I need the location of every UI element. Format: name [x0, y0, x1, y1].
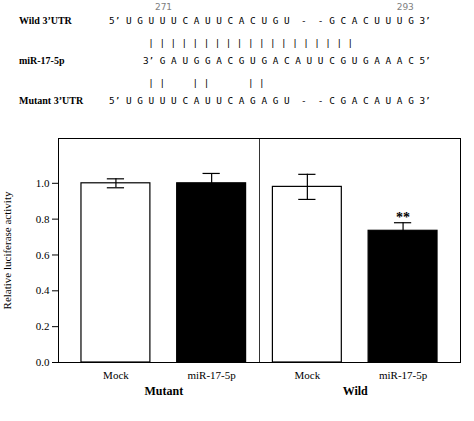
- html-text:293: 293: [396, 2, 414, 12]
- svg-text:Mock: Mock: [103, 369, 129, 381]
- svg-text:0.6: 0.6: [36, 249, 50, 261]
- svg-text:Mock: Mock: [295, 369, 321, 381]
- html-text:miR-17-5p: miR-17-5p: [19, 55, 65, 66]
- svg-text:miR-17-5p: miR-17-5p: [379, 369, 428, 381]
- svg-text:0.8: 0.8: [36, 213, 50, 225]
- svg-text:0.4: 0.4: [36, 284, 50, 296]
- svg-text:Relative luciferase activity: Relative luciferase activity: [1, 191, 13, 309]
- html-text:5’ U G U U U C A U U C A G A G: 5’ U G U U U C A U U C A G A G U - - C G…: [109, 95, 431, 106]
- svg-text:1.0: 1.0: [36, 177, 50, 189]
- svg-text:0.2: 0.2: [36, 320, 50, 332]
- svg-text:Wild: Wild: [343, 384, 368, 398]
- svg-text:Mutant: Mutant: [144, 384, 183, 398]
- svg-text:0.0: 0.0: [36, 356, 50, 368]
- html-text:Wild 3’UTR: Wild 3’UTR: [19, 15, 72, 26]
- svg-text:**: **: [396, 210, 410, 225]
- html-text:Mutant 3’UTR: Mutant 3’UTR: [19, 95, 84, 106]
- html-text:271: 271: [154, 2, 173, 12]
- svg-text:miR-17-5p: miR-17-5p: [188, 369, 237, 381]
- html-text:3’ G A U G G A C G U G A C A U: 3’ G A U G G A C G U G A C A U U C G U G…: [109, 55, 431, 66]
- html-text:5’ U G U U U C A U U C A C U G: 5’ U G U U U C A U U C A C U G U - - G C…: [109, 15, 431, 26]
